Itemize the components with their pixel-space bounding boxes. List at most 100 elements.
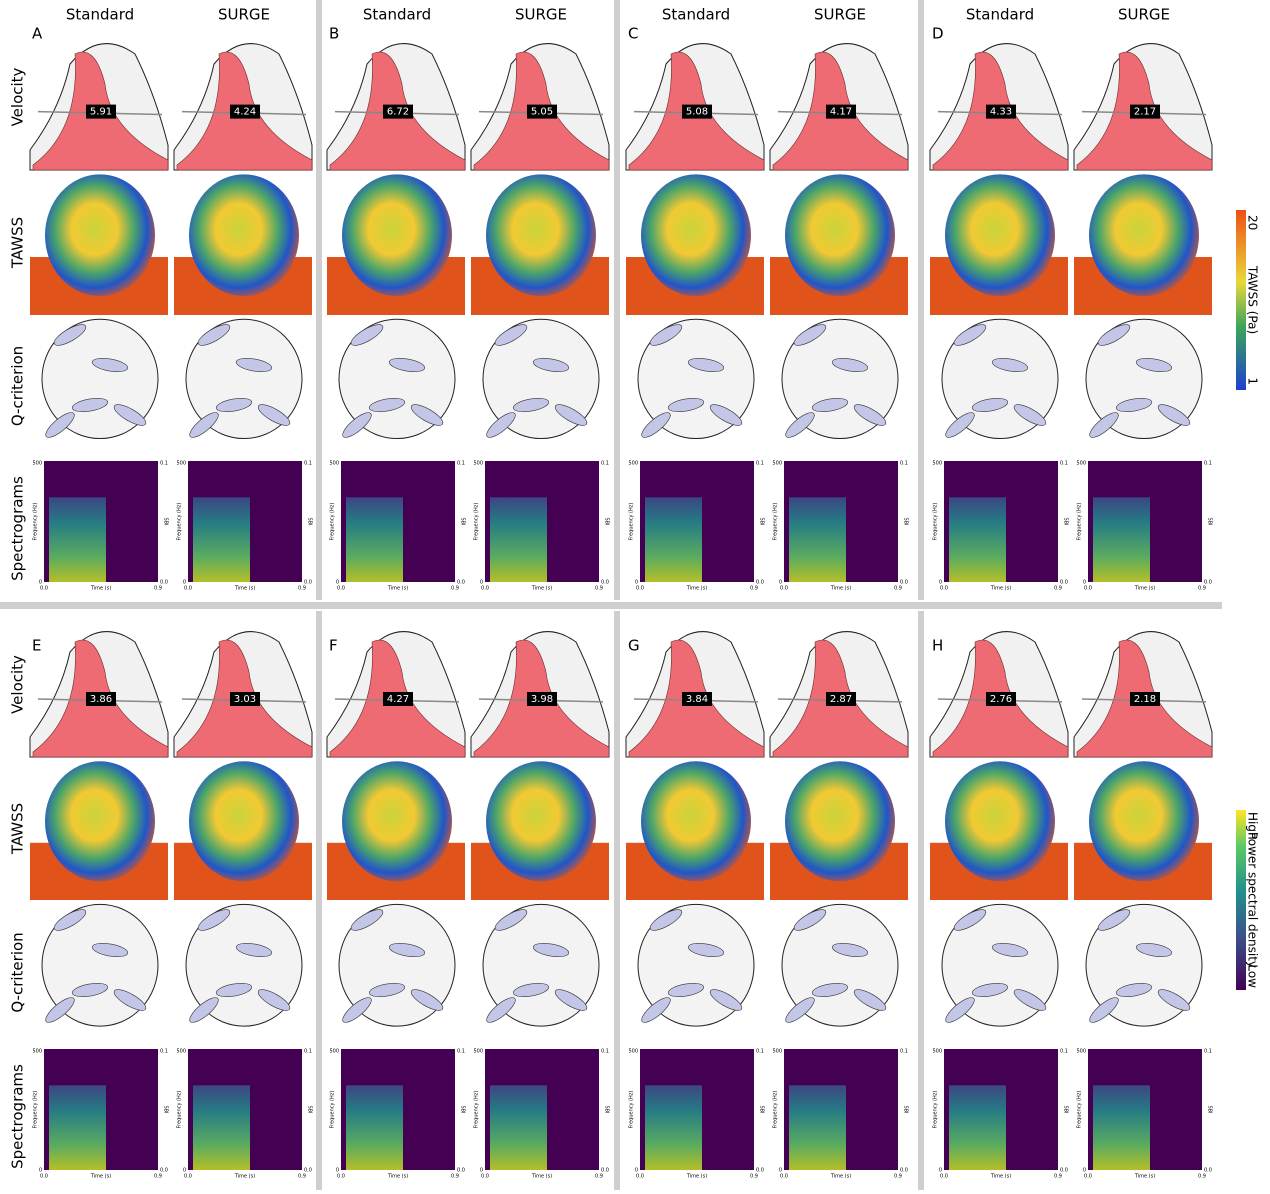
x-tick-label: 0.9 [154, 586, 162, 592]
y-axis-label: Frequency (Hz) [933, 503, 939, 541]
y-tick-label: 500 [473, 461, 483, 467]
x-tick-label: 0.0 [481, 1174, 489, 1180]
y2-tick-label: 0.1 [756, 1049, 764, 1055]
y2-axis-label: SBI [903, 1105, 909, 1113]
y2-tick-label: 0.1 [160, 1049, 168, 1055]
spectrogram-power [1093, 1085, 1150, 1170]
y2-tick-label: 0.1 [304, 1049, 312, 1055]
x-axis-label: Time (s) [234, 586, 255, 592]
y2-axis-label: SBI [903, 517, 909, 525]
x-tick-label: 0.0 [780, 586, 788, 592]
x-tick-label: 0.9 [750, 1174, 758, 1180]
panel-letter: F [329, 637, 338, 655]
column-header: SURGE [218, 6, 270, 24]
velocity-value: 5.05 [531, 107, 553, 118]
x-tick-label: 0.9 [894, 586, 902, 592]
x-tick-label: 0.9 [451, 1174, 459, 1180]
spectrogram-power [645, 497, 702, 582]
y-tick-label: 500 [1076, 1049, 1086, 1055]
y-axis-label: Frequency (Hz) [773, 503, 779, 541]
x-tick-label: 0.0 [337, 1174, 345, 1180]
tawss-aneurysm [342, 761, 452, 881]
spectrogram-power [1093, 497, 1150, 582]
colorbar-min: Low [1246, 964, 1260, 988]
tawss-aneurysm [486, 761, 596, 881]
x-tick-label: 0.0 [1084, 1174, 1092, 1180]
colorbar-label: Power spectral density [1246, 832, 1260, 968]
row-label: TAWSS [9, 217, 27, 269]
x-tick-label: 0.0 [940, 1174, 948, 1180]
x-axis-label: Time (s) [1134, 1174, 1155, 1180]
y2-axis-label: SBI [163, 1105, 169, 1113]
x-axis-label: Time (s) [234, 1174, 255, 1180]
y-axis-label: Frequency (Hz) [330, 503, 336, 541]
tawss-aneurysm [785, 174, 895, 296]
spectrogram-power [193, 497, 250, 582]
y-tick-label: 500 [176, 1049, 186, 1055]
y2-axis-label: SBI [1063, 517, 1069, 525]
spectrogram-power [193, 1085, 250, 1170]
y2-tick-label: 0.1 [756, 461, 764, 467]
y-tick-label: 500 [473, 1049, 483, 1055]
x-tick-label: 0.0 [337, 586, 345, 592]
y-tick-label: 500 [932, 1049, 942, 1055]
x-tick-label: 0.9 [1054, 1174, 1062, 1180]
y-axis-label: Frequency (Hz) [1077, 1091, 1083, 1129]
y-axis-label: Frequency (Hz) [773, 1091, 779, 1129]
tawss-aneurysm [45, 761, 155, 881]
velocity-value: 5.91 [90, 107, 112, 118]
spectrogram-power [490, 497, 547, 582]
tawss-aneurysm [1089, 761, 1199, 881]
velocity-value: 2.87 [830, 694, 852, 705]
y-axis-label: Frequency (Hz) [474, 1091, 480, 1129]
spectrogram-power [490, 1085, 547, 1170]
velocity-value: 2.17 [1134, 107, 1156, 118]
column-header: SURGE [814, 6, 866, 24]
spectrogram-power [49, 1085, 106, 1170]
y2-tick-label: 0.1 [1204, 461, 1212, 467]
row-label: Q-criterion [9, 346, 27, 426]
x-axis-label: Time (s) [387, 1174, 408, 1180]
colorbar-min: 1 [1246, 377, 1260, 385]
x-axis-label: Time (s) [1134, 586, 1155, 592]
y-axis-label: Frequency (Hz) [933, 1091, 939, 1129]
column-header: SURGE [515, 6, 567, 24]
x-tick-label: 0.0 [184, 586, 192, 592]
tawss-aneurysm [1089, 174, 1199, 296]
row-label: TAWSS [9, 803, 27, 855]
velocity-value: 4.33 [990, 107, 1012, 118]
x-tick-label: 0.9 [1054, 586, 1062, 592]
x-axis-label: Time (s) [686, 1174, 707, 1180]
x-axis-label: Time (s) [531, 586, 552, 592]
y-axis-label: Frequency (Hz) [629, 503, 635, 541]
y2-axis-label: SBI [759, 1105, 765, 1113]
y2-axis-label: SBI [759, 517, 765, 525]
tawss-aneurysm [641, 174, 751, 296]
spectrogram-power [949, 1085, 1006, 1170]
tawss-aneurysm [342, 174, 452, 296]
x-tick-label: 0.9 [894, 1174, 902, 1180]
x-tick-label: 0.9 [750, 586, 758, 592]
velocity-value: 5.08 [686, 107, 708, 118]
spectrogram-power [49, 497, 106, 582]
x-tick-label: 0.9 [595, 1174, 603, 1180]
y2-axis-label: SBI [1207, 1105, 1213, 1113]
panel-letter: E [32, 637, 41, 655]
y2-axis-label: SBI [460, 1105, 466, 1113]
y-tick-label: 500 [329, 461, 339, 467]
velocity-value: 2.18 [1134, 694, 1156, 705]
y2-tick-label: 0.1 [457, 1049, 465, 1055]
velocity-value: 3.86 [90, 694, 112, 705]
y2-axis-label: SBI [307, 1105, 313, 1113]
row-label: Q-criterion [9, 932, 27, 1012]
y2-tick-label: 0.1 [457, 461, 465, 467]
velocity-value: 6.72 [387, 107, 409, 118]
y-tick-label: 500 [329, 1049, 339, 1055]
tawss-aneurysm [945, 174, 1055, 296]
x-axis-label: Time (s) [830, 1174, 851, 1180]
column-header: Standard [966, 6, 1034, 24]
separators [0, 0, 1222, 1190]
tawss-aneurysm [945, 761, 1055, 881]
y2-axis-label: SBI [604, 1105, 610, 1113]
x-tick-label: 0.0 [481, 586, 489, 592]
